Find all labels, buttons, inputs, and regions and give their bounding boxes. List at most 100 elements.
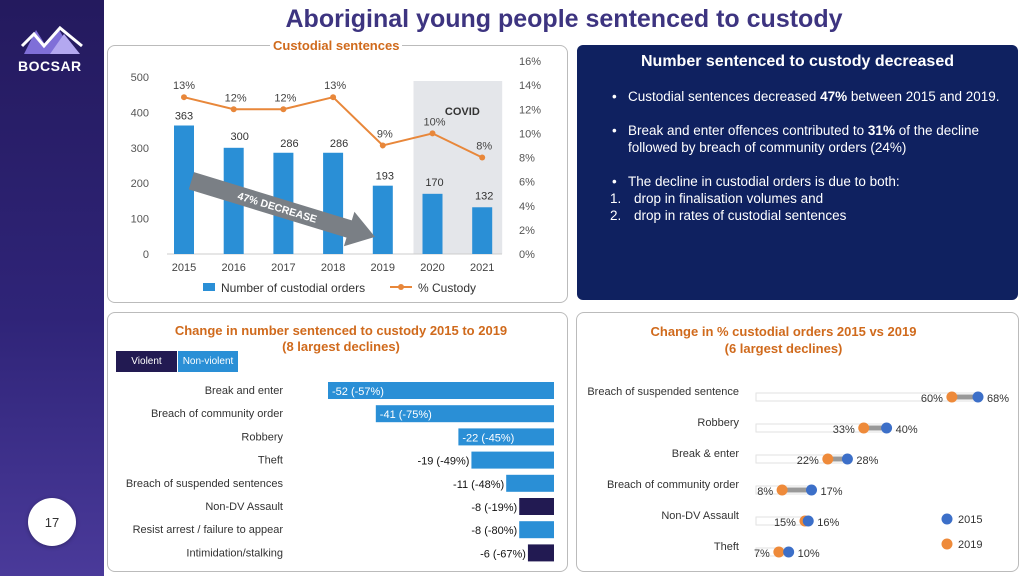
dumbbell-category-label: Breach of suspended sentence bbox=[587, 386, 739, 398]
y-tick-label: 400 bbox=[131, 107, 149, 119]
line-point bbox=[280, 106, 287, 113]
y2-tick-label: 16% bbox=[519, 56, 541, 68]
bar bbox=[323, 152, 344, 254]
logo-text: BOCSAR bbox=[18, 58, 82, 74]
legend-bar-label: Number of custodial orders bbox=[221, 281, 365, 295]
hbar-value-label: -6 (-67%) bbox=[480, 548, 526, 560]
hbar bbox=[458, 428, 554, 446]
covid-label: COVID bbox=[445, 106, 480, 118]
dot-2015-label: 16% bbox=[817, 517, 839, 529]
bar bbox=[422, 193, 443, 254]
hbar bbox=[328, 382, 554, 399]
y2-tick-label: 6% bbox=[519, 177, 535, 189]
dot-2019 bbox=[776, 484, 788, 496]
legend-2019-dot bbox=[941, 538, 953, 550]
line-value-label: 13% bbox=[173, 80, 195, 92]
summary-title: Number sentenced to custody decreased bbox=[641, 53, 954, 70]
bar-value-label: 193 bbox=[376, 171, 394, 183]
bar-value-label: 132 bbox=[475, 190, 493, 202]
legend-line-dot bbox=[398, 284, 404, 290]
change-number-title: Change in number sentenced to custody 20… bbox=[174, 323, 508, 338]
dot-2015 bbox=[841, 453, 853, 465]
change-percent-chart: Breach of suspended sentence 60% 68% Robber… bbox=[587, 386, 1009, 560]
dot-2015-label: 68% bbox=[987, 393, 1009, 405]
y-tick-label: 100 bbox=[131, 214, 149, 226]
y-tick-label: 0 bbox=[143, 249, 149, 261]
dumbbell-category-label: Robbery bbox=[697, 417, 739, 429]
line-value-label: 12% bbox=[225, 92, 247, 104]
line-point bbox=[379, 142, 386, 149]
y2-tick-label: 12% bbox=[519, 104, 541, 116]
hbar-value-label: -8 (-19%) bbox=[471, 502, 517, 514]
dot-2015 bbox=[802, 515, 814, 527]
dot-2015 bbox=[783, 546, 795, 558]
change-percent-title: Change in % custodial orders 2015 vs 201… bbox=[650, 324, 917, 339]
y2-tick-label: 8% bbox=[519, 153, 535, 165]
dot-2019-label: 8% bbox=[757, 486, 773, 498]
change-number-subtitle: (8 largest declines) bbox=[282, 339, 400, 354]
line-value-label: 13% bbox=[324, 80, 346, 92]
legend-2019-label: 2019 bbox=[958, 539, 982, 551]
hbar-value-label: -19 (-49%) bbox=[417, 456, 469, 468]
hbar-value-label: -11 (-48%) bbox=[453, 479, 504, 491]
decrease-arrow-shape bbox=[188, 172, 375, 247]
dumbbell-category-label: Break & enter bbox=[672, 448, 740, 460]
hbar-category-label: Breach of suspended sentences bbox=[126, 478, 284, 490]
dot-2019-label: 22% bbox=[797, 455, 819, 467]
bullet-decrease: Custodial sentences decreased 47% betwee… bbox=[600, 88, 1000, 105]
x-tick-label: 2020 bbox=[420, 262, 444, 274]
bar-value-label: 300 bbox=[231, 131, 249, 143]
x-tick-label: 2019 bbox=[371, 262, 395, 274]
line-point bbox=[429, 130, 436, 137]
summary-bullets: Custodial sentences decreased 47% betwee… bbox=[600, 88, 1000, 224]
dot-2019-label: 15% bbox=[774, 517, 796, 529]
y2-tick-label: 10% bbox=[519, 128, 541, 140]
dot-2019-label: 7% bbox=[754, 548, 770, 560]
hbar bbox=[527, 544, 554, 562]
bocsar-logo-icon bbox=[20, 25, 83, 54]
bar-value-label: 286 bbox=[280, 138, 298, 150]
line-point bbox=[330, 94, 337, 101]
dumbbell-category-label: Breach of community order bbox=[607, 479, 739, 491]
line-value-label: 9% bbox=[377, 128, 393, 140]
hbar-value-label: -8 (-80%) bbox=[471, 525, 517, 537]
dot-2015 bbox=[972, 391, 984, 403]
x-tick-label: 2018 bbox=[321, 262, 345, 274]
dot-2019 bbox=[946, 391, 958, 403]
legend-line-label: % Custody bbox=[418, 281, 476, 295]
dot-2019 bbox=[858, 422, 870, 434]
bar bbox=[174, 125, 194, 254]
x-tick-label: 2017 bbox=[271, 262, 295, 274]
dot-2015 bbox=[881, 422, 893, 434]
hbar-value-label: -52 (-57%) bbox=[332, 386, 384, 398]
dumbbell-track bbox=[755, 392, 979, 402]
custodial-sentences-chart: COVID 0 100 200 300 400 500 0% 2% 4% 6% 8% 10% 12% 14%… bbox=[131, 56, 542, 295]
hbar-category-label: Non-DV Assault bbox=[205, 501, 283, 513]
bullet-contribution: Break and enter offences contributed to … bbox=[600, 122, 1000, 156]
hbar-category-label: Robbery bbox=[241, 431, 283, 443]
legend-nonviolent: Non-violent bbox=[178, 351, 238, 372]
dumbbell-category-label: Theft bbox=[714, 541, 739, 553]
hbar-value-label: -41 (-75%) bbox=[380, 409, 432, 421]
x-tick-label: 2021 bbox=[470, 262, 494, 274]
hbar bbox=[506, 474, 554, 492]
dot-2019-label: 60% bbox=[921, 393, 943, 405]
line-value-label: 8% bbox=[476, 141, 492, 153]
hbar-category-label: Break and enter bbox=[205, 385, 284, 397]
bullet-due-to: The decline in custodial orders is due t… bbox=[600, 173, 1000, 190]
y-tick-label: 300 bbox=[131, 143, 149, 155]
change-number-chart: Break and enter -52 (-57%) Breach of commu… bbox=[126, 382, 554, 562]
legend-violent: Violent bbox=[116, 351, 177, 372]
bar-value-label: 170 bbox=[425, 177, 443, 189]
dot-2015-label: 10% bbox=[798, 548, 820, 560]
change-percent-panel bbox=[576, 312, 1019, 572]
hbar bbox=[471, 451, 554, 469]
dot-2019 bbox=[822, 453, 834, 465]
y-tick-label: 200 bbox=[131, 178, 149, 190]
dot-2015-label: 17% bbox=[821, 486, 843, 498]
line-point bbox=[230, 106, 237, 113]
line-point bbox=[181, 94, 187, 101]
legend-2015-dot bbox=[941, 513, 953, 525]
hbar bbox=[519, 521, 554, 539]
dot-2015 bbox=[806, 484, 817, 496]
